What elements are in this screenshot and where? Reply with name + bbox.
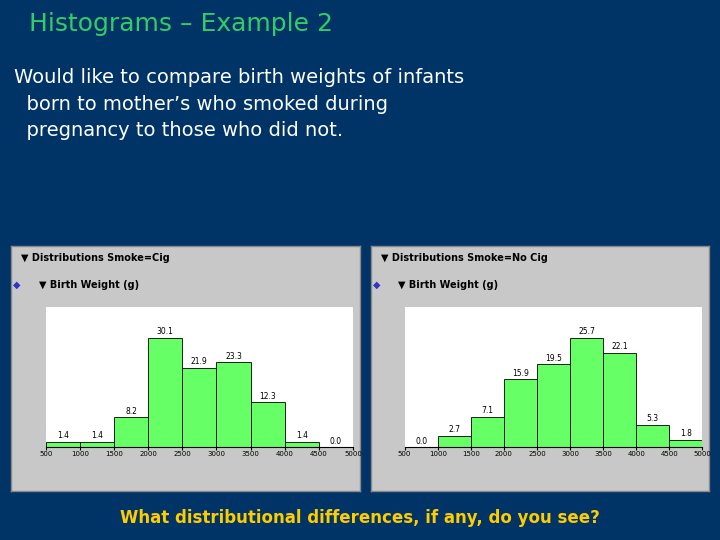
Text: 1.4: 1.4 (57, 431, 69, 441)
Text: 12.3: 12.3 (259, 392, 276, 401)
Text: 25.7: 25.7 (578, 327, 595, 336)
Bar (80, 442, 114, 447)
Text: 7.1: 7.1 (482, 406, 493, 415)
Text: 5.3: 5.3 (647, 414, 659, 423)
Bar (603, 353, 636, 447)
Text: 1.8: 1.8 (680, 429, 692, 438)
Text: Would like to compare birth weights of infants
  born to mother’s who smoked dur: Would like to compare birth weights of i… (14, 68, 464, 140)
Text: ◆: ◆ (372, 280, 380, 290)
Text: ▼ Distributions Smoke=Cig: ▼ Distributions Smoke=Cig (22, 253, 170, 263)
Text: 19.5: 19.5 (545, 354, 562, 362)
Bar (251, 402, 284, 447)
Bar (537, 364, 570, 447)
Text: Histograms – Example 2: Histograms – Example 2 (29, 12, 333, 36)
Bar (438, 436, 471, 447)
Text: 0.0: 0.0 (415, 436, 427, 446)
Text: 8.2: 8.2 (125, 407, 137, 416)
Bar (46, 442, 80, 447)
Text: ◆: ◆ (12, 280, 20, 290)
Bar (504, 380, 537, 447)
Bar (636, 424, 670, 447)
Bar (217, 362, 251, 447)
Text: 15.9: 15.9 (512, 369, 529, 378)
Text: 1.4: 1.4 (91, 431, 103, 441)
Text: What distributional differences, if any, do you see?: What distributional differences, if any,… (120, 509, 600, 528)
Bar (570, 338, 603, 447)
Bar (284, 442, 319, 447)
Text: ▼ Birth Weight (g): ▼ Birth Weight (g) (39, 280, 139, 290)
Text: 23.3: 23.3 (225, 352, 242, 361)
Bar (471, 417, 504, 447)
Text: 30.1: 30.1 (157, 327, 174, 336)
Bar (670, 440, 703, 447)
Bar (114, 417, 148, 447)
Bar (182, 368, 217, 447)
Text: 1.4: 1.4 (296, 431, 308, 441)
Text: ▼ Birth Weight (g): ▼ Birth Weight (g) (398, 280, 498, 290)
Text: ▼ Distributions Smoke=No Cig: ▼ Distributions Smoke=No Cig (381, 253, 548, 263)
Bar (148, 338, 182, 447)
Text: 21.9: 21.9 (191, 357, 208, 366)
Text: 0.0: 0.0 (330, 436, 342, 446)
Text: 2.7: 2.7 (449, 425, 460, 434)
Text: 22.1: 22.1 (611, 342, 628, 352)
